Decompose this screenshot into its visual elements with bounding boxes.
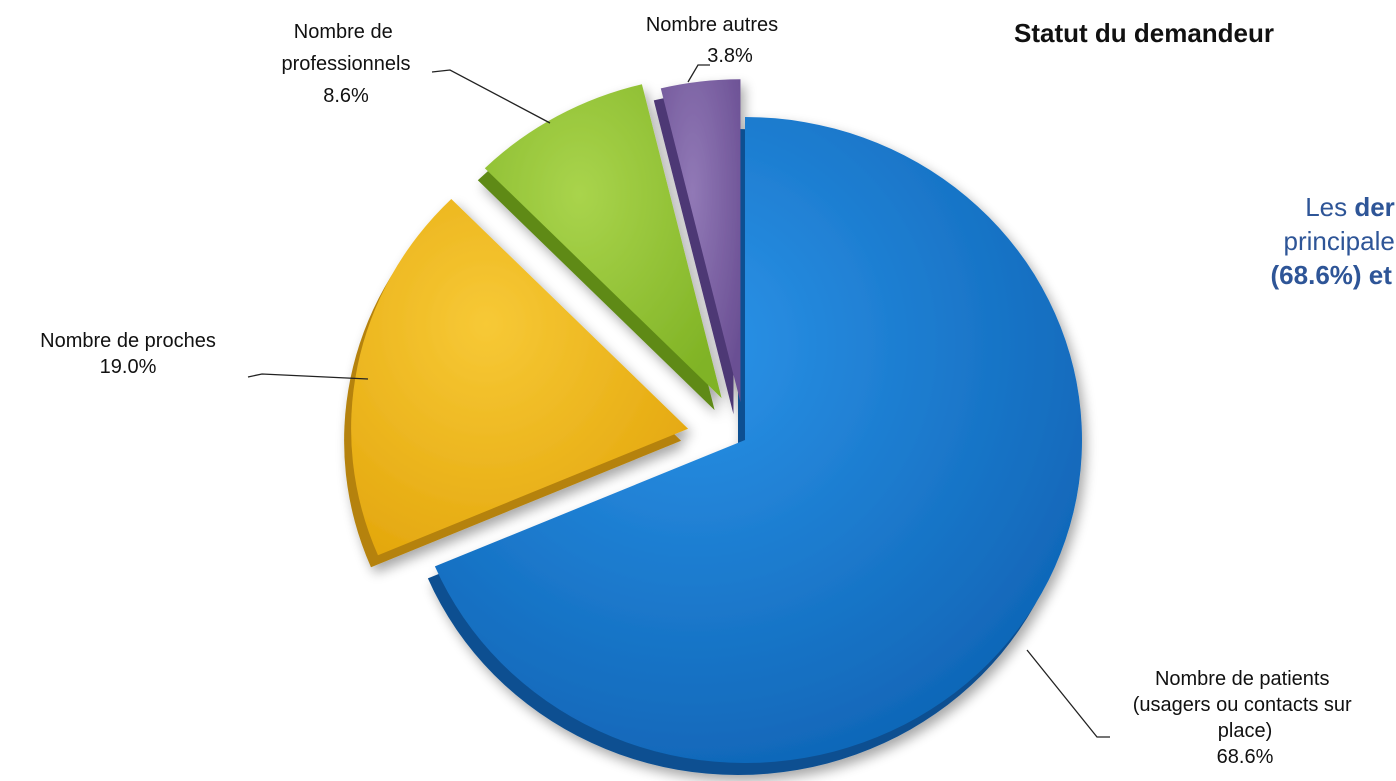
annotation-line-3: (68.6%) et de [1270, 260, 1396, 290]
leader-line-patients [1026, 649, 1110, 738]
slice-label-patients: Nombre de patients (usagers ou contacts … [1133, 668, 1358, 742]
slices-group [344, 79, 1083, 775]
annotation-text: Les der principalem (68.6%) et de [1100, 190, 1396, 292]
pie-slice-patients [434, 117, 1083, 763]
slice-value-proches: 19.0% [100, 356, 157, 378]
slice-value-autres: 3.8% [707, 45, 753, 67]
slice-label-professionnels: Nombre de professionnels [282, 21, 411, 75]
annotation-line-2: principalem [1283, 226, 1396, 256]
leader-line-professionnels [431, 69, 551, 124]
pie-slice-autres [660, 79, 741, 403]
slice-value-patients: 68.6% [1217, 746, 1274, 768]
pie-slice-professionnels [484, 84, 722, 399]
pie-slice-proches [351, 198, 689, 556]
chart-title: Statut du demandeur [1014, 18, 1275, 48]
slice-value-professionnels: 8.6% [323, 85, 369, 107]
leader-line-proches [247, 373, 369, 380]
slice-label-autres: Nombre autres [646, 14, 778, 36]
leader-line-autres [687, 64, 710, 83]
slice-label-proches: Nombre de proches [40, 330, 216, 352]
annotation-line-1: Les der [1305, 192, 1395, 222]
